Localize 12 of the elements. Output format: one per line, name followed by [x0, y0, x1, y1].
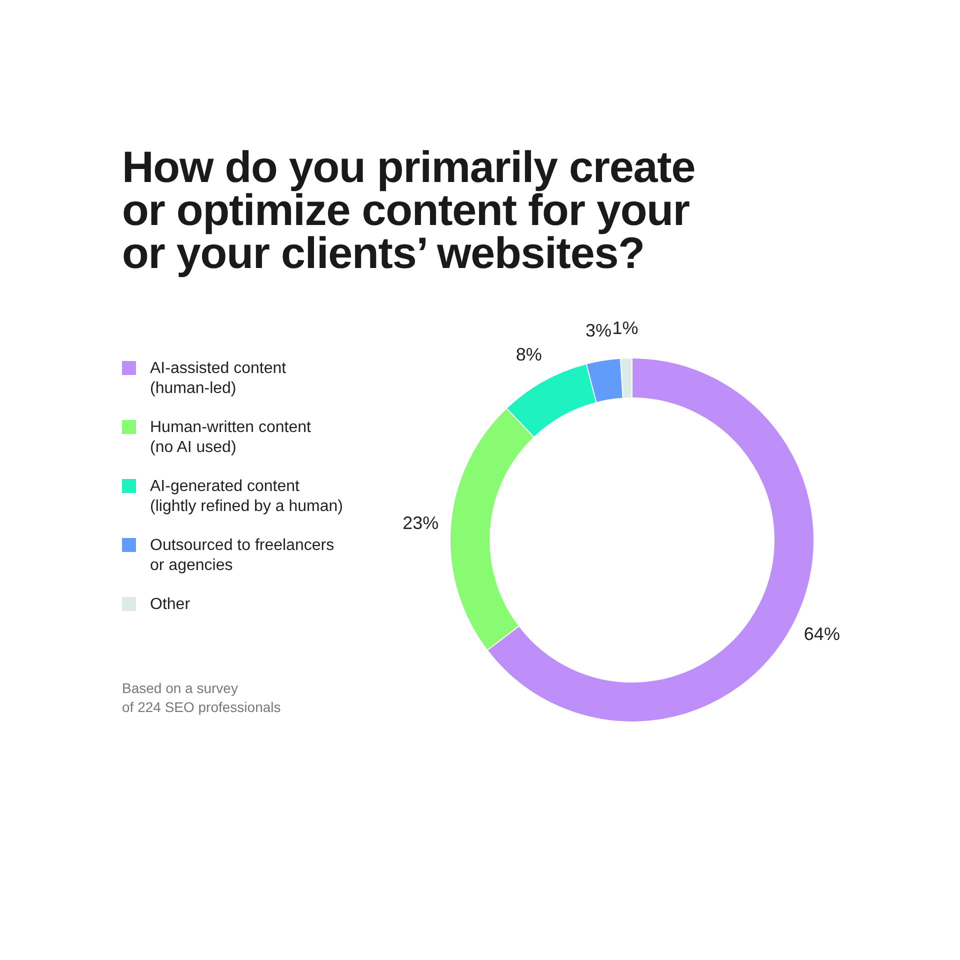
legend-label: Human-written content (no AI used) [150, 418, 312, 456]
legend-label: Outsourced to freelancers or agencies [150, 536, 334, 574]
data-label: 8% [516, 344, 542, 365]
data-label: 64% [804, 624, 840, 644]
text: Based on a survey of 224 SEO professionals [122, 680, 281, 715]
data-label: 3% [585, 320, 612, 341]
legend-label: Other [150, 596, 191, 612]
data-label: 23% [402, 513, 439, 534]
data-label: 1% [612, 318, 638, 338]
chart-title: How do you primarily create or optimize content for your or your clients’ websites? [122, 143, 696, 278]
legend-label: AI-assisted content (human-led) [150, 360, 287, 396]
legend-label: AI-generated content (lightly refined by a human) [150, 478, 343, 514]
